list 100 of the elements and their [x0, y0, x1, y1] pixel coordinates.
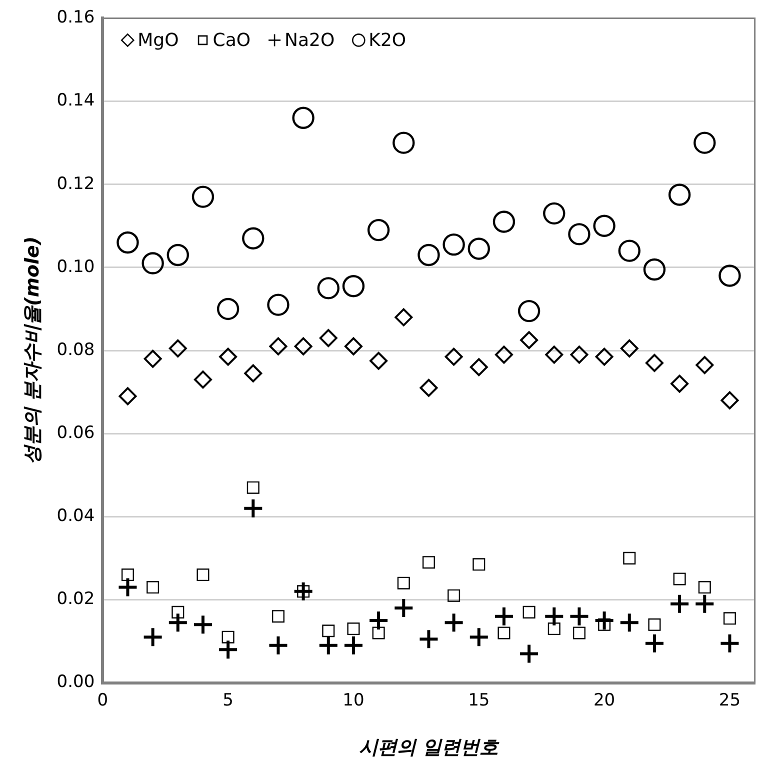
- x-axis-title: 시편의 일련번호: [358, 736, 500, 759]
- point: [196, 568, 210, 582]
- point: [166, 244, 189, 266]
- point: [468, 238, 490, 260]
- point: [394, 308, 413, 326]
- y-tick-label: 0.10: [56, 256, 95, 277]
- y-tick-label: 0.12: [56, 174, 95, 194]
- point: [443, 612, 464, 634]
- point: [694, 593, 716, 614]
- point: [168, 339, 187, 358]
- point: [543, 202, 566, 225]
- point: [696, 356, 714, 374]
- point: [643, 258, 666, 281]
- point: [494, 346, 513, 364]
- point: [242, 498, 264, 519]
- legend-label: MgO: [138, 30, 179, 51]
- point: [572, 626, 586, 640]
- point: [448, 589, 460, 602]
- point: [623, 552, 636, 564]
- point: [468, 626, 490, 648]
- point: [368, 610, 390, 631]
- point: [618, 612, 640, 634]
- point: [595, 348, 614, 366]
- point: [644, 632, 665, 654]
- point: [269, 337, 288, 356]
- point: [648, 618, 661, 631]
- y-tick-label: 0.08: [56, 340, 95, 360]
- point: [544, 606, 565, 627]
- point: [219, 348, 238, 366]
- point: [121, 568, 134, 582]
- point: [292, 580, 314, 602]
- point: [392, 132, 415, 154]
- point: [342, 634, 364, 656]
- point: [118, 387, 137, 406]
- point: [518, 300, 540, 322]
- point: [322, 624, 335, 638]
- y-axis-title: 성분의 분자수비율(mole): [21, 236, 44, 465]
- x-tick-label: 20: [593, 690, 616, 710]
- point: [297, 585, 310, 598]
- point: [242, 227, 264, 250]
- point: [518, 643, 540, 664]
- point: [669, 593, 690, 614]
- x-tick-label: 5: [222, 690, 234, 710]
- point: [420, 378, 438, 397]
- x-tick-label: 10: [342, 690, 364, 710]
- point: [194, 370, 212, 389]
- point: [598, 618, 611, 631]
- point: [668, 184, 691, 206]
- point: [144, 350, 162, 368]
- point: [568, 223, 590, 246]
- point: [272, 610, 284, 623]
- y-tick-label: 0.02: [56, 589, 95, 610]
- point: [723, 612, 736, 625]
- y-tick-label: 0.06: [56, 422, 95, 443]
- point: [720, 391, 739, 410]
- point: [294, 337, 312, 356]
- point: [442, 233, 465, 256]
- point: [267, 294, 290, 316]
- point: [244, 364, 262, 382]
- y-tick-label: 0.04: [56, 506, 95, 526]
- point: [344, 337, 362, 356]
- point: [142, 626, 164, 648]
- x-tick-label: 15: [468, 690, 490, 710]
- point: [472, 558, 486, 571]
- point: [520, 331, 538, 350]
- point: [698, 581, 711, 594]
- point: [645, 354, 664, 372]
- point: [347, 622, 360, 636]
- point: [268, 634, 289, 656]
- point: [142, 252, 164, 274]
- point: [618, 240, 640, 262]
- y-tick-label: 0.16: [56, 8, 95, 28]
- point: [218, 639, 239, 660]
- y-tick-label: 0.00: [56, 672, 95, 692]
- point: [493, 606, 514, 627]
- point: [620, 339, 638, 358]
- point: [418, 628, 440, 650]
- point: [397, 576, 410, 590]
- point: [570, 346, 588, 364]
- point: [568, 606, 590, 627]
- point: [292, 106, 314, 129]
- point: [422, 556, 435, 569]
- point: [116, 231, 139, 254]
- x-tick-label: 0: [97, 690, 108, 710]
- legend-label: Na2O: [284, 30, 335, 51]
- point: [222, 630, 234, 644]
- point: [146, 581, 160, 594]
- point: [418, 244, 440, 266]
- legend-label: CaO: [212, 30, 251, 51]
- point: [548, 622, 560, 636]
- point: [545, 346, 564, 364]
- point: [216, 298, 240, 320]
- point: [470, 358, 488, 376]
- point: [370, 352, 388, 370]
- point: [192, 614, 214, 636]
- point: [167, 612, 188, 634]
- point: [317, 277, 340, 300]
- point: [393, 598, 414, 619]
- point: [673, 572, 686, 586]
- point: [319, 329, 338, 348]
